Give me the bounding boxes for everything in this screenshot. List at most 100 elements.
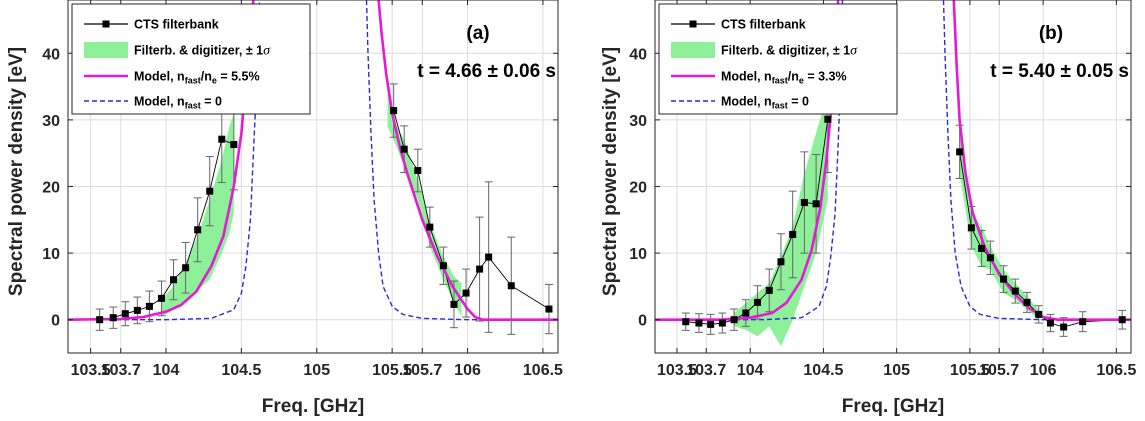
sigma-band [734, 93, 828, 347]
x-tick-label: 106.5 [1096, 362, 1136, 379]
legend-item: Filterb. & digitizer, ± 1σ [671, 42, 858, 59]
y-tick-label: 30 [42, 113, 60, 130]
cts-data-point [1011, 287, 1019, 295]
x-tick-label: 106.5 [523, 362, 563, 379]
cts-data-point [426, 223, 434, 231]
legend-item: CTS filterbank [671, 18, 806, 32]
legend-item: Model, nfast = 0 [671, 95, 809, 111]
cts-data-point [754, 298, 762, 306]
y-tick-label: 10 [42, 246, 60, 263]
x-axis-label: Freq. [GHz] [262, 396, 364, 417]
legend-label: Filterb. & digitizer, ± 1σ [134, 44, 271, 59]
x-tick-label: 106 [1030, 362, 1057, 379]
cts-data-point [485, 253, 493, 261]
cts-data-point [400, 145, 408, 153]
cts-data-point [462, 289, 470, 297]
legend-label: Filterb. & digitizer, ± 1σ [721, 44, 858, 59]
cts-data-point [96, 316, 104, 324]
model-fast-line [952, 0, 1131, 322]
cts-data-point [133, 306, 141, 314]
x-tick-label: 105.5 [950, 362, 990, 379]
cts-data-point [765, 286, 773, 294]
legend-marker-icon [689, 20, 697, 28]
legend-label: CTS filterbank [134, 18, 219, 32]
cts-data-point [1000, 275, 1008, 283]
cts-data-point [157, 294, 165, 302]
y-tick-label: 0 [51, 313, 60, 330]
cts-data-point [1046, 319, 1054, 327]
cts-data-point [1060, 323, 1068, 331]
cts-data-point [978, 244, 986, 252]
cts-data-point [507, 282, 515, 290]
axes-box [67, 0, 559, 354]
x-tick-label: 106 [454, 362, 481, 379]
legend-band-icon [671, 42, 715, 58]
cts-data-point [800, 198, 808, 206]
sigma-band [161, 113, 234, 317]
panel-label: (b) [1039, 23, 1063, 44]
cts-data-point [476, 265, 484, 273]
cts-data-point [824, 115, 832, 123]
y-tick-label: 20 [629, 179, 647, 196]
cts-line [393, 110, 550, 310]
legend-band-icon [84, 42, 128, 58]
x-tick-label: 103.7 [686, 362, 726, 379]
legend-item: Filterb. & digitizer, ± 1σ [84, 42, 271, 59]
y-tick-label: 40 [629, 46, 647, 63]
cts-data-point [121, 310, 129, 318]
legend-item: Model, nfast/ne = 3.3% [671, 70, 847, 86]
cts-data-point [742, 309, 750, 317]
cts-data-point [789, 230, 797, 238]
model-fast-line [377, 0, 558, 322]
cts-data-point [439, 262, 447, 270]
sigma-band [959, 133, 1039, 320]
cts-data-point [730, 316, 738, 324]
panel-label: (a) [466, 23, 489, 44]
cts-data-point [450, 300, 458, 308]
cts-data-point [1035, 310, 1043, 318]
y-tick-label: 0 [638, 313, 647, 330]
cts-data-point [390, 107, 398, 115]
cts-data-point [682, 318, 690, 326]
y-tick-label: 20 [42, 179, 60, 196]
legend-label: Model, nfast/ne = 3.3% [721, 70, 847, 86]
cts-data-point [695, 319, 703, 327]
cts-data-point [218, 135, 226, 143]
x-axis-label: Freq. [GHz] [842, 396, 944, 417]
axes-box [654, 0, 1132, 354]
time-label: t = 5.40 ± 0.05 s [990, 61, 1129, 82]
plot-area [655, 0, 1131, 347]
cts-data-point [718, 319, 726, 327]
x-tick-label: 105 [303, 362, 330, 379]
cts-data-point [170, 276, 178, 284]
model-nfast-zero-line [365, 0, 558, 321]
x-tick-label: 105.5 [372, 362, 412, 379]
cts-data-point [986, 254, 994, 262]
cts-data-point [194, 226, 202, 234]
model-nfast-zero-line [942, 0, 1131, 321]
cts-data-point [956, 148, 964, 156]
legend-item: Model, nfast = 0 [84, 95, 222, 111]
x-tick-label: 104 [737, 362, 764, 379]
x-tick-label: 105 [883, 362, 910, 379]
legend-marker-icon [102, 20, 110, 28]
cts-data-point [230, 141, 238, 149]
cts-data-point [812, 200, 820, 208]
cts-data-point [414, 167, 422, 175]
legend-label: Model, nfast/ne = 5.5% [134, 70, 260, 86]
x-tick-label: 103.7 [101, 362, 141, 379]
cts-data-point [777, 258, 785, 266]
cts-data-point [145, 302, 153, 310]
y-axis-label: Spectral power density [eV] [600, 47, 621, 296]
x-tick-label: 104 [153, 362, 180, 379]
y-tick-label: 10 [629, 246, 647, 263]
legend-item: Model, nfast/ne = 5.5% [84, 70, 260, 86]
y-tick-label: 40 [42, 46, 60, 63]
legend-label: Model, nfast = 0 [721, 95, 809, 111]
y-tick-label: 30 [629, 113, 647, 130]
cts-data-point [1079, 318, 1087, 326]
cts-data-point [1023, 298, 1031, 306]
